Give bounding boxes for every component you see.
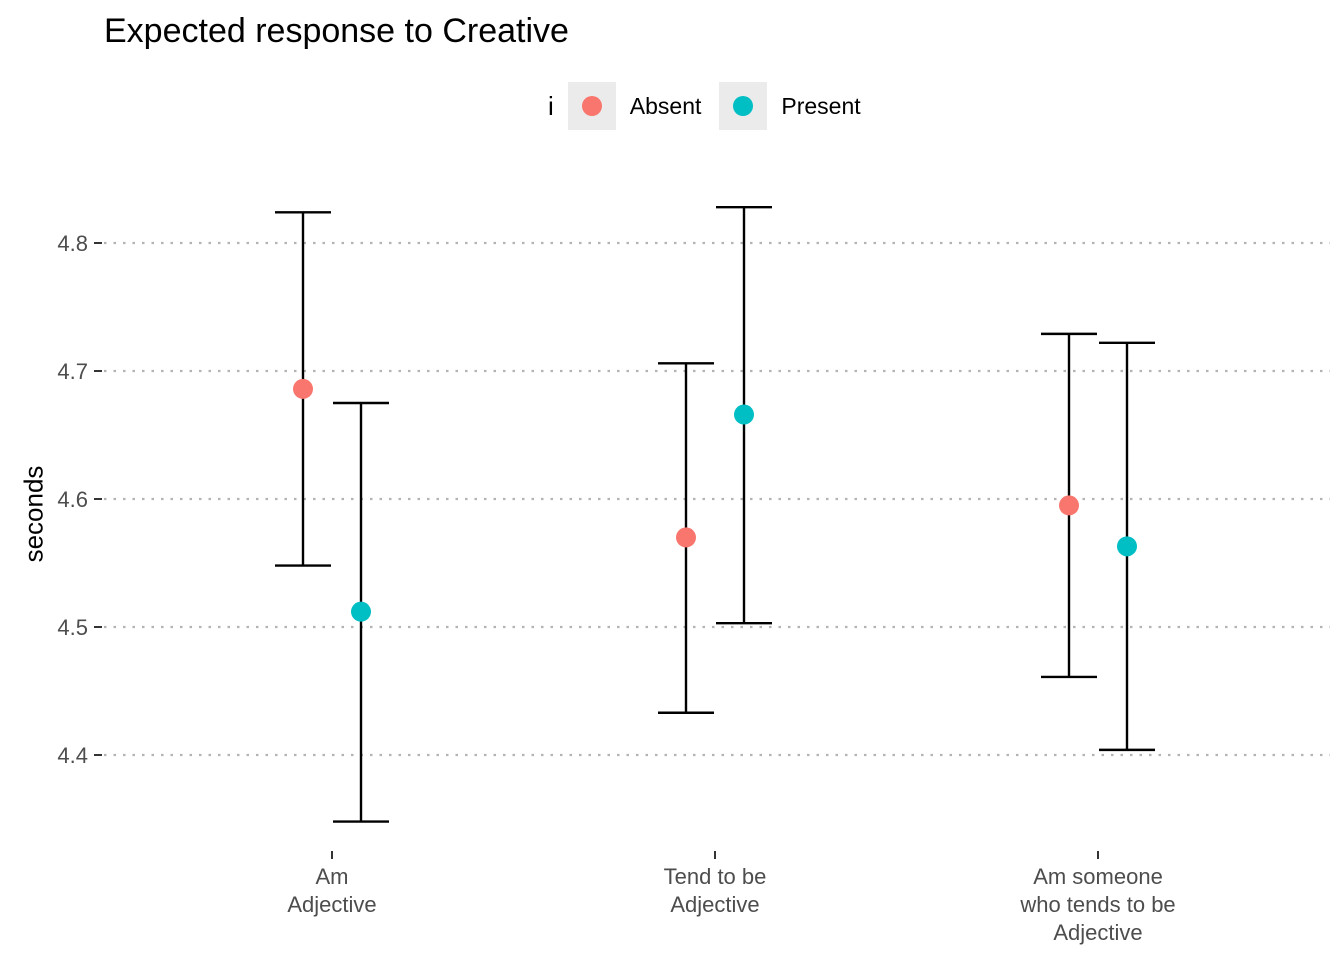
x-tick-label: Am someone	[1033, 864, 1163, 889]
x-tick-label: Adjective	[287, 892, 376, 917]
y-tick-label: 4.8	[57, 231, 88, 256]
legend-title: i	[548, 90, 554, 121]
legend: i Absent Present	[548, 82, 879, 130]
y-tick-label: 4.5	[57, 615, 88, 640]
point-absent-2	[1059, 495, 1079, 516]
x-tick-label: who tends to be	[1019, 892, 1175, 917]
legend-key-absent	[567, 82, 616, 130]
x-tick-label: Adjective	[1053, 920, 1142, 945]
legend-dot-absent	[581, 96, 602, 116]
legend-key-present	[719, 82, 768, 130]
point-present-2	[1117, 536, 1137, 557]
point-absent-1	[676, 527, 696, 548]
x-tick-label: Am	[316, 864, 349, 889]
y-tick-label: 4.6	[57, 487, 88, 512]
y-axis-ticks: 4.4 4.5 4.6 4.7 4.8	[57, 231, 102, 768]
point-present-1	[734, 404, 754, 425]
x-axis-ticks: Am Adjective Tend to be Adjective Am someone…	[287, 851, 1176, 945]
gridlines	[104, 241, 1330, 757]
legend-label-present: Present	[781, 92, 861, 119]
legend-dot-present	[733, 96, 754, 116]
y-tick-label: 4.4	[57, 743, 88, 768]
legend-item-absent: Absent	[567, 82, 702, 130]
legend-item-present: Present	[719, 82, 861, 130]
x-tick-label: Tend to be	[664, 864, 767, 889]
x-tick-label: Adjective	[670, 892, 759, 917]
y-tick-label: 4.7	[57, 359, 88, 384]
data-marks	[275, 205, 1155, 823]
chart-title: Expected response to Creative	[104, 12, 569, 50]
legend-label-absent: Absent	[629, 92, 702, 119]
point-present-0	[351, 601, 371, 622]
point-absent-0	[293, 378, 313, 399]
